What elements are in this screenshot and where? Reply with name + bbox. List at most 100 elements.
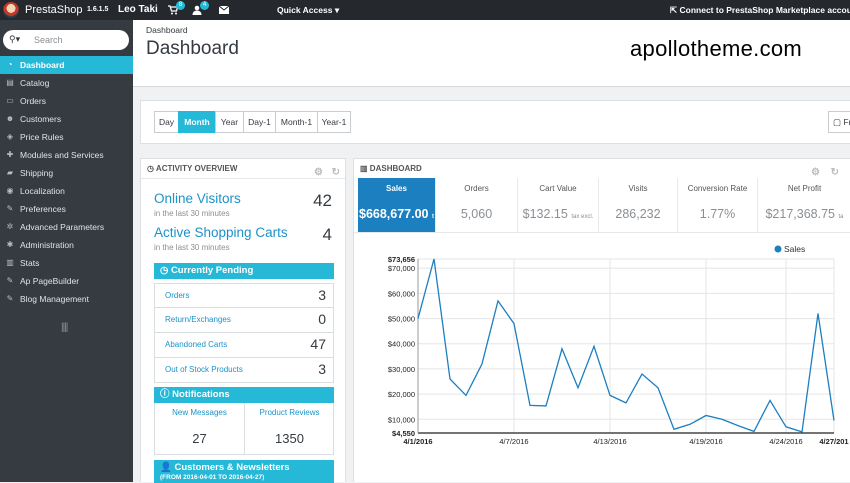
activity-panel-title: ACTIVITY OVERVIEW xyxy=(156,164,238,173)
breadcrumb[interactable]: Dashboard xyxy=(146,25,188,35)
legend-swatch xyxy=(775,246,782,253)
kpi-cart-value[interactable]: Cart Value$132.15 tax excl. xyxy=(518,178,599,232)
new-customers-button[interactable]: 4 xyxy=(192,0,206,20)
date-range-button[interactable]: ▢ Fr xyxy=(828,111,850,133)
cog-icon: ✱ xyxy=(5,236,15,254)
sidebar-item-blog-management[interactable]: ✎Blog Management xyxy=(0,290,133,308)
kpi-net-profit[interactable]: Net Profit$217,368.75 ta xyxy=(758,178,850,232)
sidebar-item-price-rules[interactable]: ◈Price Rules xyxy=(0,128,133,146)
period-month-button[interactable]: Month xyxy=(178,111,216,133)
sidebar-item-administration[interactable]: ✱Administration xyxy=(0,236,133,254)
online-visitors-label[interactable]: Online Visitors xyxy=(154,191,241,206)
sidebar-item-catalog[interactable]: ▤ Catalog xyxy=(0,74,133,92)
connect-marketplace-link[interactable]: ⇱ Connect to PrestaShop Marketplace acco… xyxy=(670,0,850,20)
period-year-button[interactable]: Year xyxy=(215,111,244,133)
period-year-1-button[interactable]: Year-1 xyxy=(317,111,351,133)
online-visitors-value: 42 xyxy=(313,191,332,211)
sidebar-item-ap-pagebuilder[interactable]: ✎Ap PageBuilder xyxy=(0,272,133,290)
sidebar-item-label: Advanced Parameters xyxy=(20,222,104,232)
messages-button[interactable] xyxy=(219,0,229,20)
notifications-header: ⓘ Notifications xyxy=(154,387,334,403)
pending-label: Orders xyxy=(165,291,189,300)
chart-legend[interactable]: Sales xyxy=(775,244,806,254)
sidebar-item-label: Modules and Services xyxy=(20,150,104,160)
connect-marketplace-label: Connect to PrestaShop Marketplace accoun… xyxy=(680,5,850,15)
currently-pending-title: Currently Pending xyxy=(171,265,253,276)
catalog-icon: ▤ xyxy=(5,74,15,92)
customers-newsletters-range: (FROM 2016-04-01 TO 2016-04-27) xyxy=(160,474,334,481)
calendar-icon: ▢ xyxy=(833,117,841,127)
new-messages-value: 27 xyxy=(155,431,244,446)
bar-chart-icon: ▥ xyxy=(360,164,368,173)
new-messages-cell[interactable]: New Messages 27 xyxy=(155,403,245,454)
external-link-icon: ⇱ xyxy=(670,5,677,15)
sidebar-item-localization[interactable]: ◉Localization xyxy=(0,182,133,200)
sidebar-item-modules-and-services[interactable]: ✚Modules and Services xyxy=(0,146,133,164)
new-messages-label: New Messages xyxy=(155,408,244,417)
info-icon: ⓘ xyxy=(160,389,170,400)
customers-count-badge: 4 xyxy=(200,1,209,10)
quick-access-menu[interactable]: Quick Access ▾ xyxy=(277,0,339,20)
search-icon[interactable]: ⚲▾ xyxy=(9,34,20,45)
sidebar-item-label: Dashboard xyxy=(20,60,64,70)
employee-name[interactable]: Leo Taki xyxy=(118,0,158,20)
collapse-sidebar-icon[interactable]: |||| xyxy=(61,322,67,333)
dashboard-panel: ▥ DASHBOARD ⚙ ↻ Sales$668,677.00 t Order… xyxy=(353,158,850,482)
sidebar-item-label: Catalog xyxy=(20,78,49,88)
pending-value: 3 xyxy=(318,361,326,377)
kpi-label: Visits xyxy=(599,184,677,193)
sidebar-item-shipping[interactable]: ▰Shipping xyxy=(0,164,133,182)
orders-count-badge: 8 xyxy=(176,1,185,10)
period-month-1-button[interactable]: Month-1 xyxy=(275,111,318,133)
active-carts-label[interactable]: Active Shopping Carts xyxy=(154,225,288,240)
x-tick-label: 4/7/2016 xyxy=(499,437,528,446)
sidebar: ⚲▾ Search ◔ Dashboard ▤ Catalog ▭Orders☻Cust… xyxy=(0,20,133,482)
sidebar-item-dashboard[interactable]: ◔ Dashboard xyxy=(0,56,133,74)
period-day-button[interactable]: Day xyxy=(154,111,179,133)
sidebar-item-advanced-parameters[interactable]: ✲Advanced Parameters xyxy=(0,218,133,236)
clock-icon: ◷ xyxy=(160,265,168,276)
period-toolbar: Day Month Year Day-1 Month-1 Year-1 ▢ Fr xyxy=(140,100,850,144)
kpi-visits[interactable]: Visits 286,232 xyxy=(599,178,678,232)
kpi-label: Sales xyxy=(358,184,435,193)
configure-icon[interactable]: ⚙ xyxy=(314,163,323,183)
tag-icon: ◈ xyxy=(5,128,15,146)
sales-data-points xyxy=(417,258,836,434)
prestashop-logo-icon[interactable] xyxy=(3,2,19,18)
sidebar-item-label: Stats xyxy=(20,258,39,268)
sidebar-item-orders[interactable]: ▭Orders xyxy=(0,92,133,110)
sidebar-item-preferences[interactable]: ✎Preferences xyxy=(0,200,133,218)
pencil-icon: ✎ xyxy=(5,272,15,290)
search-input[interactable]: Search xyxy=(34,35,63,45)
orders-icon: ▭ xyxy=(5,92,15,110)
x-tick-label: 4/19/2016 xyxy=(689,437,722,446)
kpi-label: Conversion Rate xyxy=(678,184,757,193)
legend-label-sales: Sales xyxy=(784,244,805,254)
pending-label: Return/Exchanges xyxy=(165,315,231,324)
sidebar-item-label: Localization xyxy=(20,186,65,196)
chart-axes: $4,550$10,000$20,000$30,000$40,000$50,00… xyxy=(388,255,849,446)
kpi-value: 286,232 xyxy=(615,207,660,221)
envelope-icon xyxy=(219,6,229,14)
sidebar-item-stats[interactable]: ▥Stats xyxy=(0,254,133,272)
search-box[interactable]: ⚲▾ Search xyxy=(3,30,129,50)
refresh-icon[interactable]: ↻ xyxy=(332,163,340,183)
version-label: 1.6.1.5 xyxy=(87,0,108,20)
active-carts-sub: in the last 30 minutes xyxy=(154,243,230,252)
dashboard-icon: ◔ xyxy=(5,56,15,74)
x-tick-label: 4/24/2016 xyxy=(769,437,802,446)
product-reviews-cell[interactable]: Product Reviews 1350 xyxy=(245,403,334,454)
y-tick-label: $73,656 xyxy=(388,255,415,264)
user-icon: 👤 xyxy=(160,462,172,473)
period-day-1-button[interactable]: Day-1 xyxy=(243,111,276,133)
kpi-sales[interactable]: Sales$668,677.00 t xyxy=(358,178,436,232)
new-orders-button[interactable]: 8 xyxy=(168,0,182,20)
sidebar-item-customers[interactable]: ☻Customers xyxy=(0,110,133,128)
truck-icon: ▰ xyxy=(5,164,15,182)
